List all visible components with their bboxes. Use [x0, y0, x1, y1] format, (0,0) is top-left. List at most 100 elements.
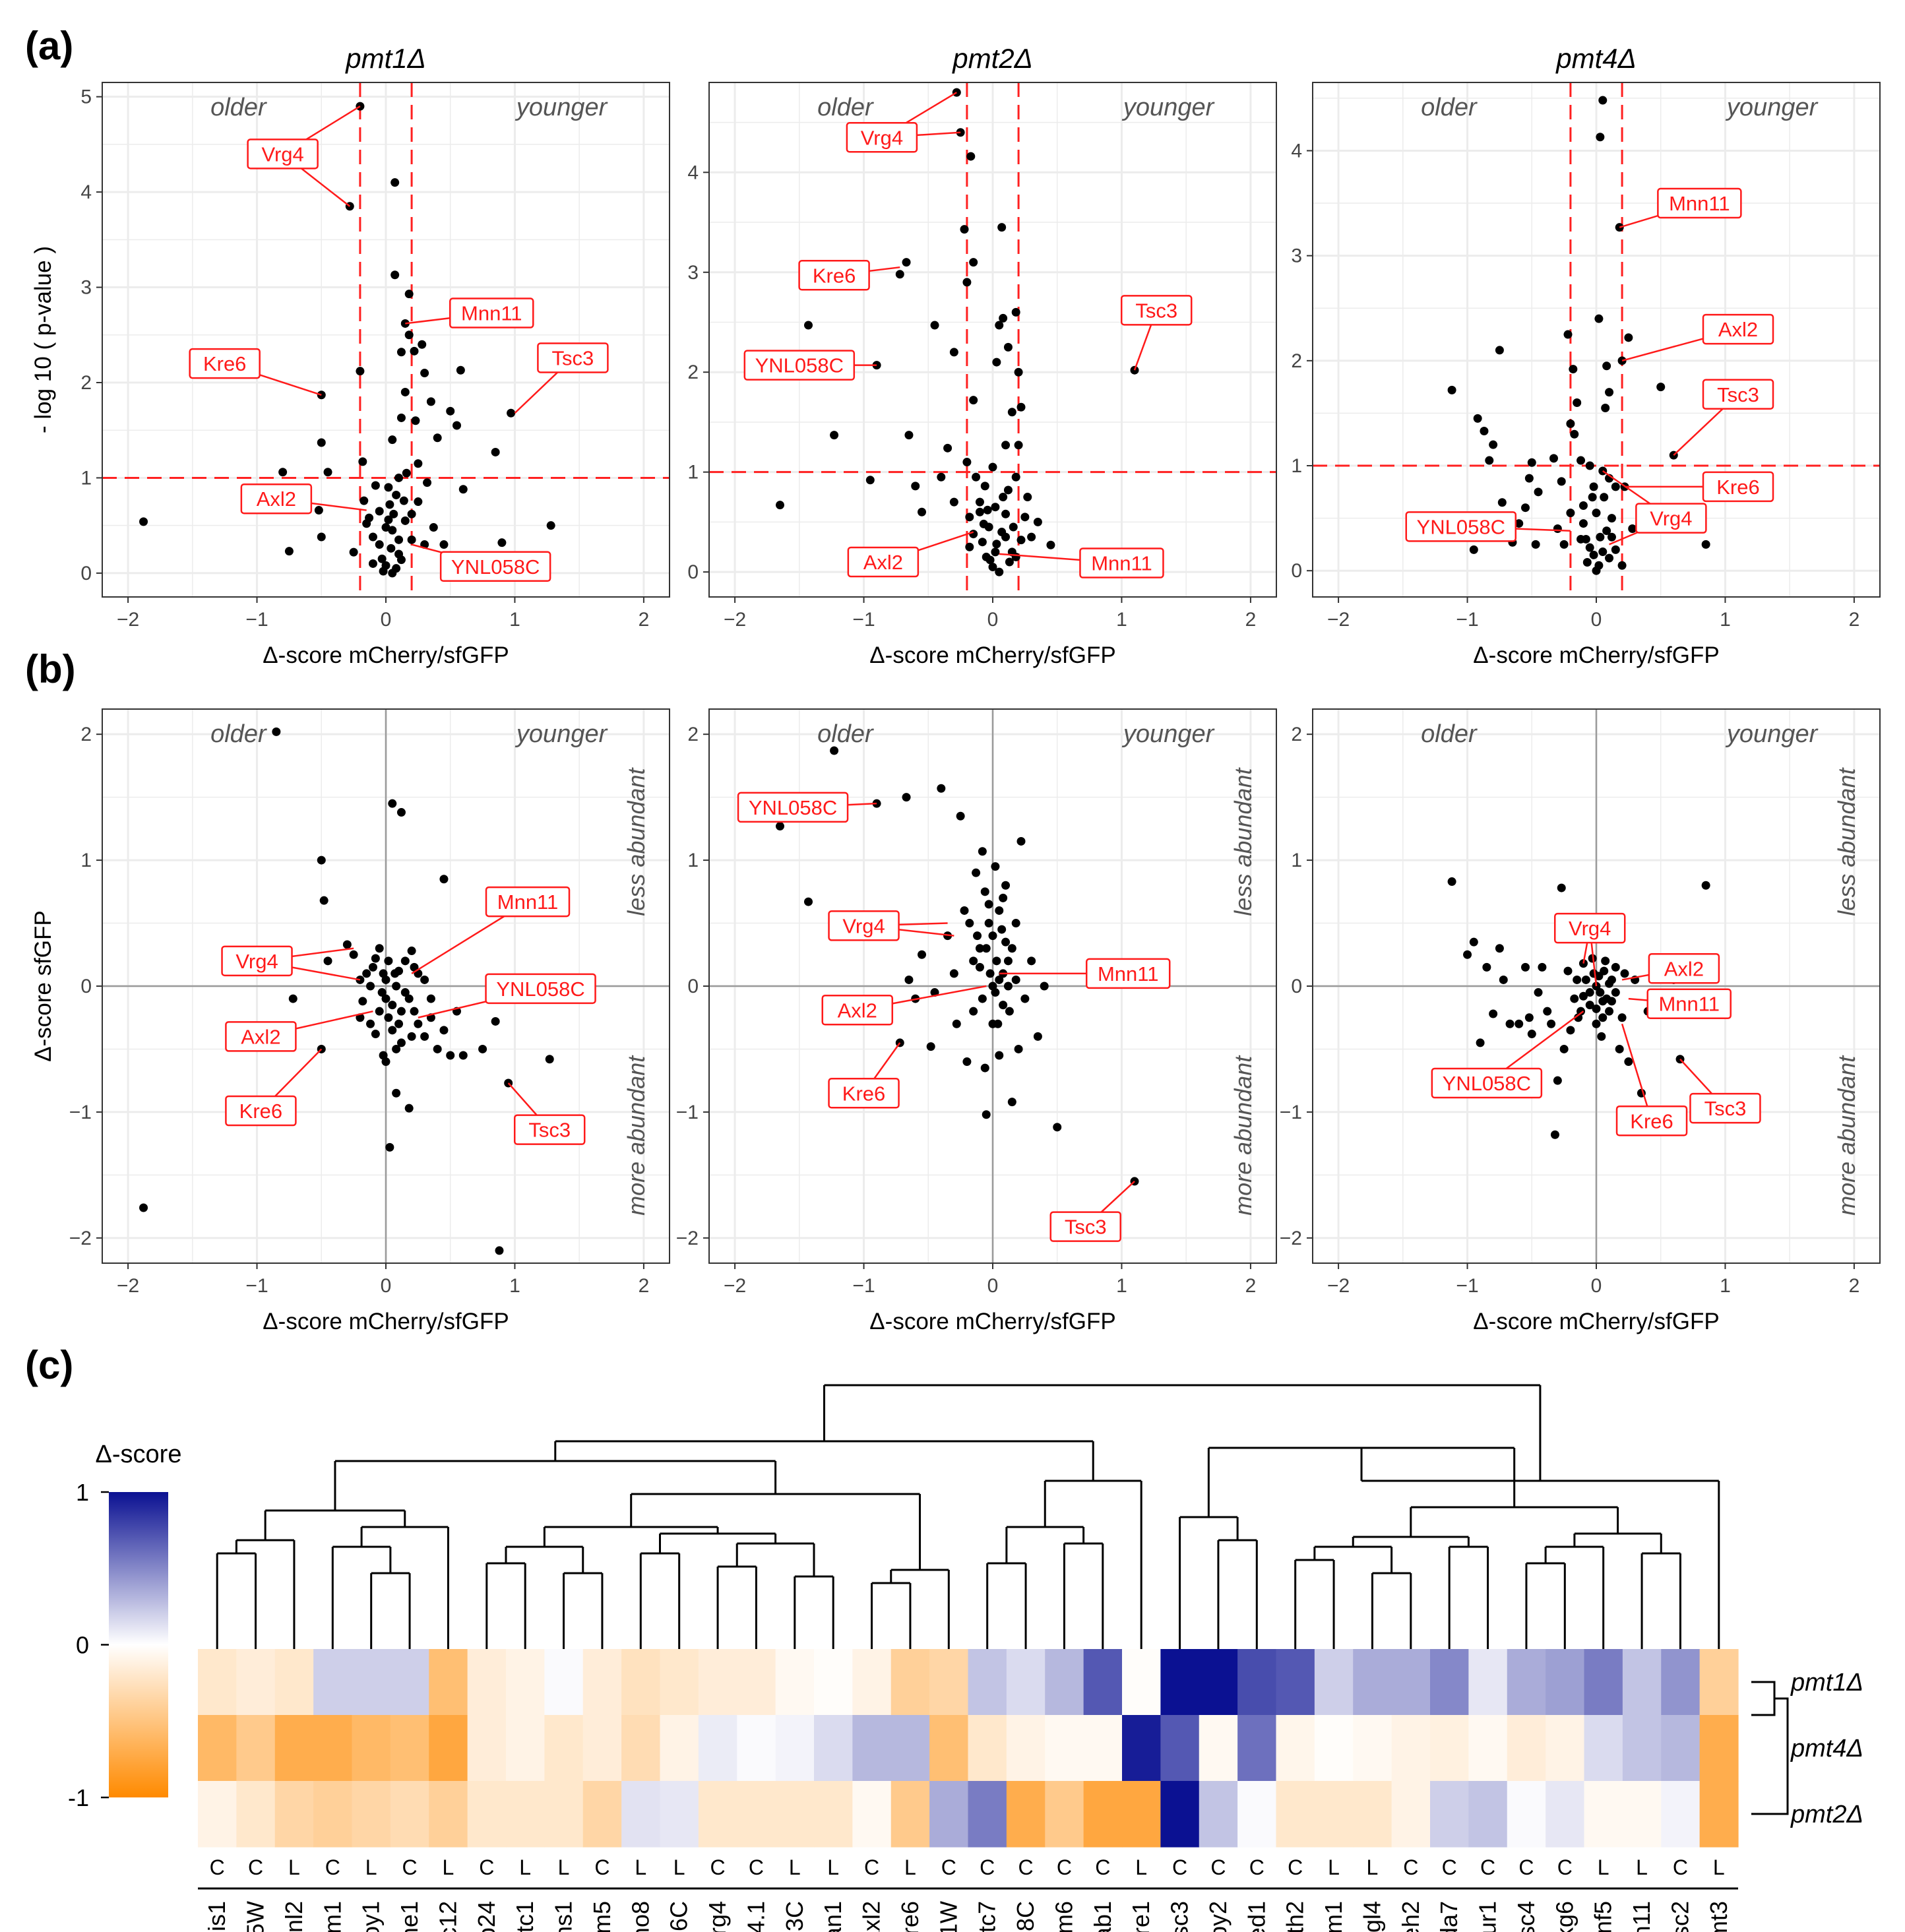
data-point [497, 538, 507, 547]
column-code: L [673, 1855, 685, 1879]
heatmap-cell [698, 1649, 737, 1716]
callout-box [798, 260, 870, 291]
heatmap-cell [1199, 1781, 1238, 1848]
heatmap-cell [1353, 1715, 1392, 1782]
data-point [952, 1019, 961, 1028]
data-point [1011, 975, 1020, 984]
callout-box [225, 1021, 297, 1052]
data-point [982, 944, 991, 953]
data-point [985, 969, 995, 978]
x-tick-label: −2 [1327, 1275, 1350, 1297]
y-tick-label: 0 [687, 561, 699, 583]
region-label-older: older [210, 720, 267, 748]
data-point [394, 535, 404, 544]
callout-label: YNL058C [1417, 515, 1505, 538]
callout-label: Mnn11 [1658, 993, 1720, 1016]
data-point [1594, 561, 1604, 570]
data-point [381, 1057, 390, 1067]
data-point [1566, 1026, 1575, 1035]
data-point [399, 496, 408, 505]
callout-box [1085, 958, 1171, 989]
data-point [1527, 1030, 1536, 1039]
column-code: L [1328, 1855, 1340, 1879]
y-tick-label: 1 [1291, 850, 1302, 871]
x-tick-label: −2 [117, 1275, 139, 1297]
data-point [956, 811, 965, 821]
data-point [1497, 498, 1507, 507]
column-label: Wsc4 [1513, 1901, 1540, 1932]
data-point [396, 1007, 406, 1016]
data-point [362, 969, 371, 978]
heatmap-cell [698, 1715, 737, 1782]
heatmap-cell [352, 1649, 391, 1716]
column-label: Nis1 [203, 1901, 230, 1932]
heatmap-cell [198, 1649, 237, 1716]
data-point [392, 982, 401, 991]
column-code: L [288, 1855, 300, 1879]
data-point [804, 897, 813, 906]
column-code: L [1636, 1855, 1648, 1879]
x-tick-label: −2 [117, 609, 139, 631]
data-point [1482, 962, 1491, 972]
column-label: Kre6 [896, 1901, 923, 1932]
data-point [394, 473, 404, 482]
heatmap-cell [1276, 1649, 1315, 1716]
data-point [1033, 1032, 1042, 1041]
heatmap-cell [814, 1715, 853, 1782]
data-point [988, 931, 997, 941]
data-point [414, 1019, 423, 1028]
callout-box [513, 1114, 586, 1145]
heatmap-cell [467, 1781, 507, 1848]
heatmap-cell [968, 1781, 1007, 1848]
x-tick-label: −2 [724, 1275, 746, 1297]
data-point [411, 416, 420, 425]
data-point [972, 472, 981, 482]
data-point [371, 954, 380, 963]
data-point [139, 517, 148, 526]
data-point [988, 563, 997, 572]
data-point [902, 258, 911, 267]
data-point [995, 975, 1004, 984]
y-tick-label: 0 [687, 976, 699, 997]
data-point [392, 490, 401, 499]
data-point [358, 997, 367, 1006]
column-label: Vtc1 [511, 1901, 538, 1932]
heatmap-cell [1468, 1781, 1508, 1848]
x-tick-label: 1 [1116, 1275, 1127, 1297]
column-code: C [1288, 1855, 1303, 1879]
data-point [404, 330, 414, 340]
legend-tick-label: 0 [76, 1632, 89, 1659]
heatmap-cell [737, 1649, 776, 1716]
heatmap-cell [544, 1649, 584, 1716]
data-point [830, 746, 839, 755]
heatmap-cell [929, 1781, 969, 1848]
heatmap-cell [1699, 1781, 1739, 1848]
data-point [949, 969, 958, 978]
callout-box [1049, 1211, 1121, 1242]
data-point [394, 1019, 404, 1028]
heatmap-cell [621, 1649, 661, 1716]
heatmap-cell [390, 1649, 429, 1716]
data-point [997, 223, 1007, 232]
y-tick-label: 1 [80, 467, 92, 489]
column-label: Mnn11 [1628, 1901, 1655, 1932]
data-point [1003, 485, 1013, 495]
x-tick-label: 2 [639, 1275, 650, 1297]
data-point [1600, 493, 1609, 502]
data-point [904, 975, 914, 984]
data-point [420, 1032, 429, 1041]
data-point [1563, 330, 1573, 339]
data-point [982, 1110, 991, 1119]
column-label: YPR063C [781, 1901, 808, 1932]
heatmap-cell [1468, 1649, 1508, 1716]
data-point [1001, 937, 1011, 947]
data-point [1469, 545, 1478, 554]
data-point [830, 431, 839, 440]
data-point [491, 1016, 500, 1026]
callout-label: Kre6 [1630, 1109, 1673, 1133]
callout-box [828, 910, 900, 941]
x-tick-label: 2 [1245, 609, 1257, 631]
data-point [1617, 1013, 1627, 1022]
callout-label: Vrg4 [235, 950, 278, 973]
